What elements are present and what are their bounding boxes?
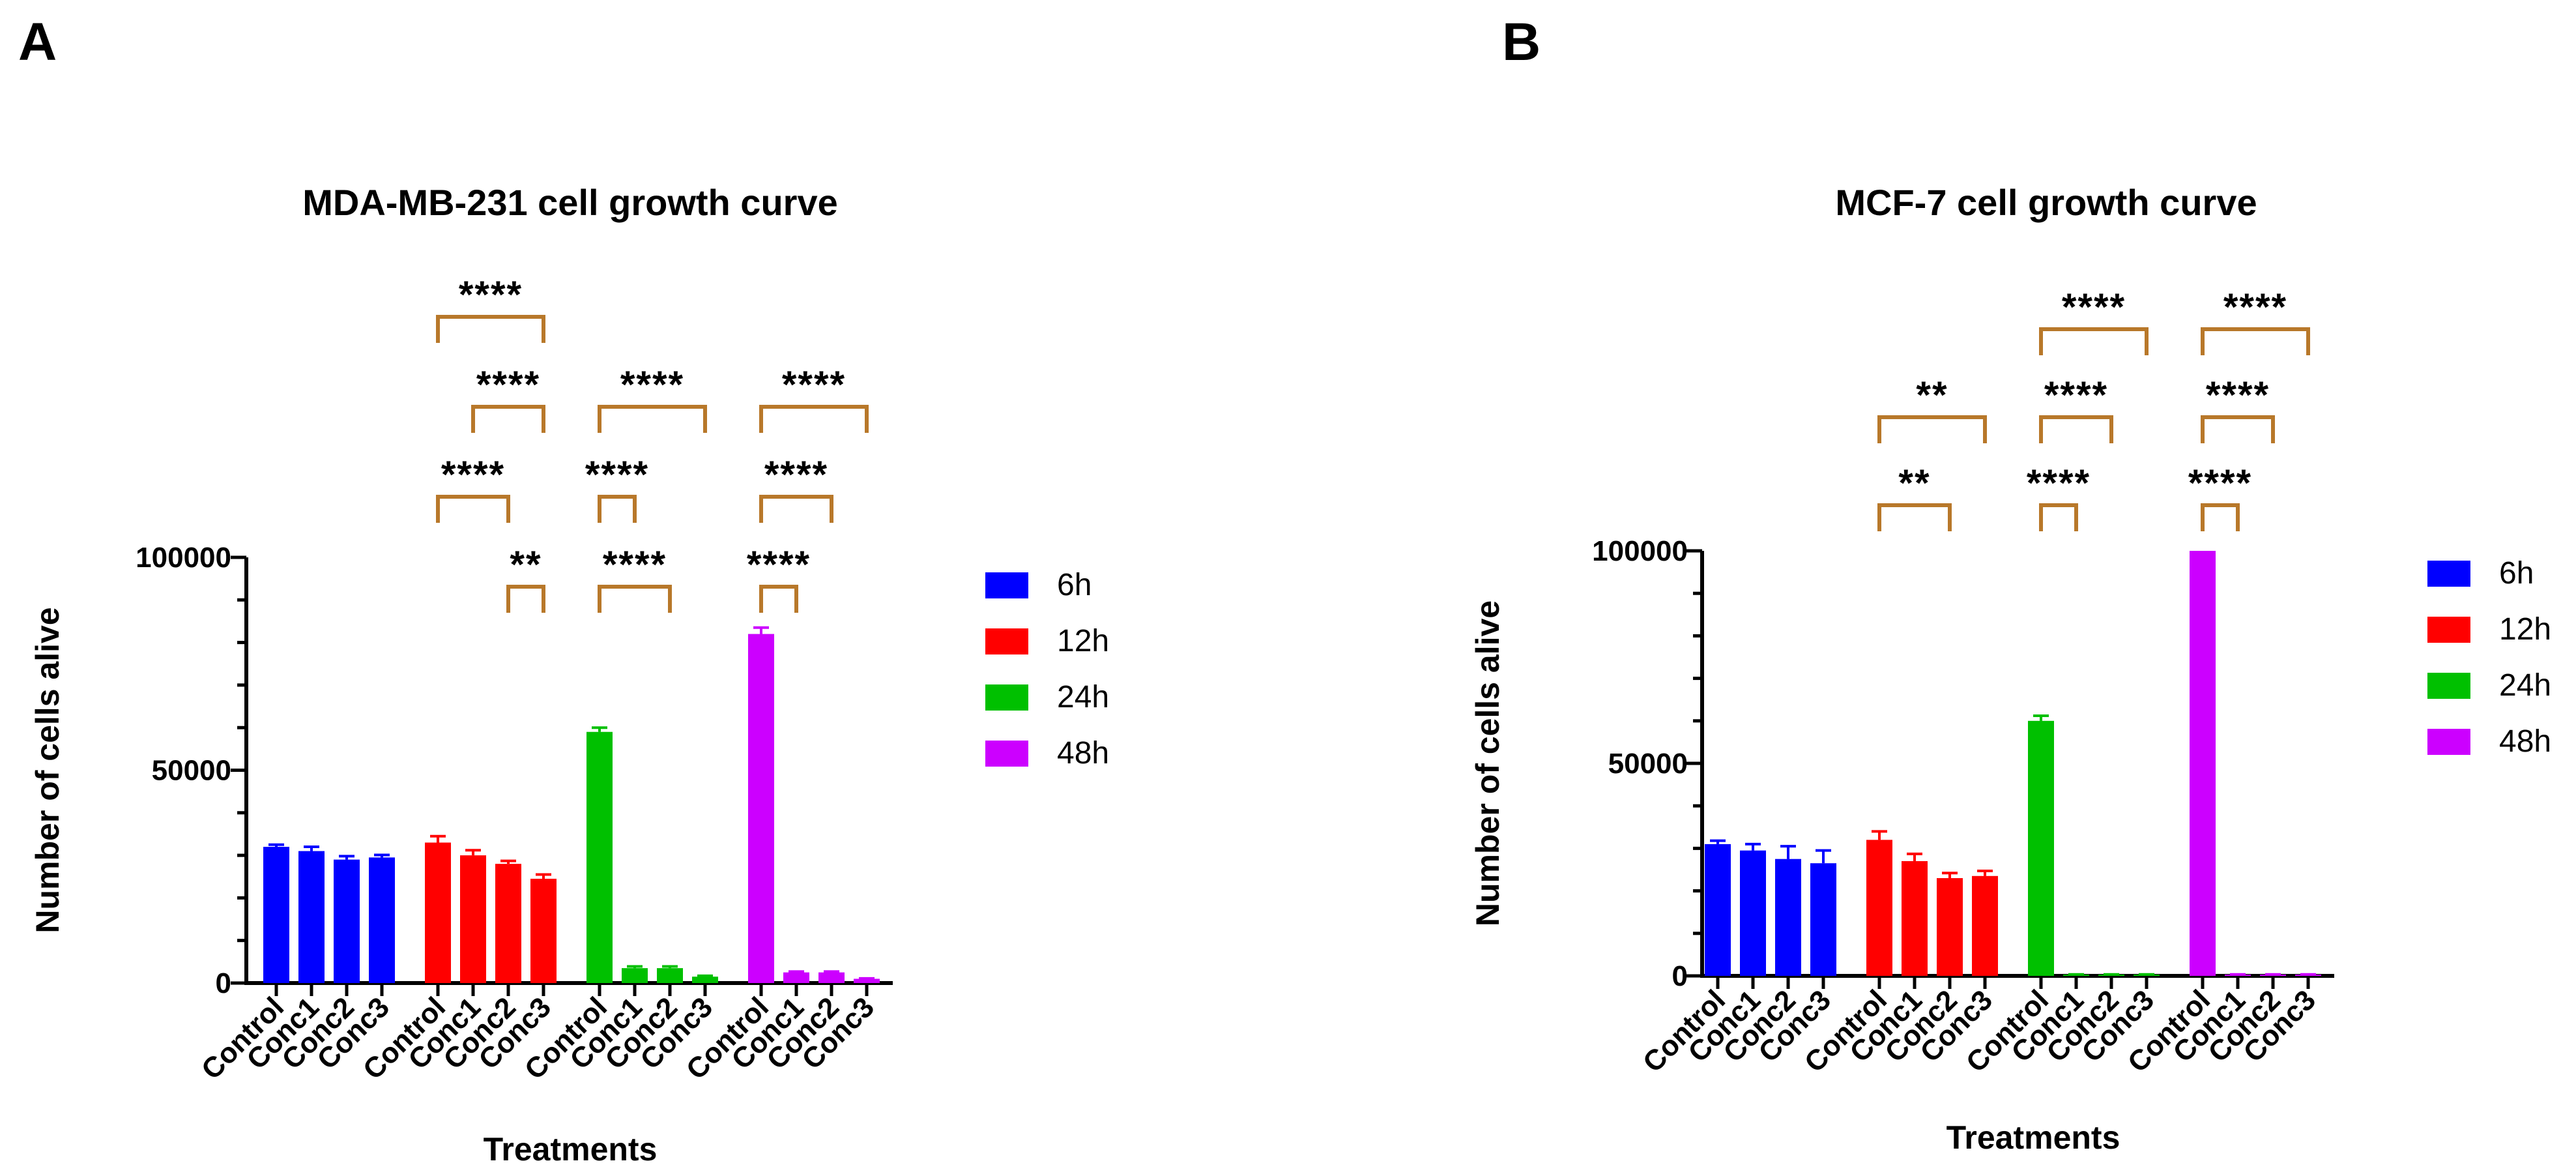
legend-swatch-48h [985, 741, 1028, 767]
significance-label: **** [2223, 286, 2287, 329]
y-tick-label: 0 [216, 967, 231, 999]
significance-label: **** [2044, 374, 2108, 417]
legend-label-12h: 12h [1057, 624, 1109, 658]
significance-bracket [436, 315, 545, 343]
significance-bracket [759, 495, 833, 523]
y-tick-label: 50000 [1608, 748, 1688, 780]
bar-24h-control [586, 731, 613, 983]
y-axis-title: Number of cells alive [29, 607, 66, 933]
bar-48h-control [748, 634, 774, 983]
panel-label-b: B [1502, 12, 1541, 72]
bar-12h-conc1 [1902, 860, 1928, 976]
x-axis-title: Treatments [1946, 1119, 2120, 1156]
significance-bracket [2201, 415, 2275, 443]
significance-bracket [506, 585, 545, 613]
bar-6h-conc2 [334, 859, 360, 983]
significance-label: **** [441, 454, 505, 496]
y-tick-label: 100000 [136, 542, 231, 574]
bar-24h-conc1 [622, 968, 648, 983]
chart-panel-a: MDA-MB-231 cell growth curve 0 50000 100000… [29, 182, 1109, 1168]
legend-label-24h: 24h [1057, 680, 1109, 714]
bar-24h-conc2 [657, 968, 683, 983]
bar-6h-control [1705, 844, 1731, 976]
significance-bracket [598, 405, 707, 433]
x-axis-title: Treatments [484, 1131, 658, 1168]
significance-label: **** [764, 454, 828, 496]
significance-label: ** [510, 544, 542, 586]
significance-bracket [436, 495, 510, 523]
significance-label: **** [782, 364, 846, 406]
y-tick-label: 100000 [1592, 535, 1688, 567]
significance-bracket [598, 495, 637, 523]
legend-swatch-6h [985, 572, 1028, 598]
legend-label-48h: 48h [1057, 736, 1109, 771]
y-axis-title: Number of cells alive [1469, 600, 1506, 926]
significance-label: **** [603, 544, 667, 586]
legend-swatch-24h [985, 684, 1028, 711]
legend-label-24h: 24h [2499, 668, 2551, 703]
bar-12h-conc2 [495, 864, 521, 983]
bar-6h-conc1 [298, 851, 325, 983]
significance-bracket [1877, 415, 1987, 443]
bar-48h-conc2 [818, 972, 845, 983]
significance-bracket [759, 405, 869, 433]
significance-bracket [471, 405, 545, 433]
bar-12h-conc1 [460, 855, 486, 983]
legend-swatch-6h [2427, 561, 2470, 587]
legend-swatch-12h [2427, 617, 2470, 643]
significance-label: ** [1898, 462, 1930, 505]
legend-label-6h: 6h [2499, 556, 2534, 591]
bar-12h-control [1866, 840, 1892, 976]
bar-12h-control [425, 842, 451, 983]
significance-bracket [598, 585, 672, 613]
bar-6h-conc1 [1740, 850, 1766, 976]
significance-label: **** [2027, 462, 2091, 505]
bar-6h-control [263, 847, 289, 983]
bar-6h-conc3 [369, 857, 395, 983]
chart-panel-b: MCF-7 cell growth curve050000100000Contr… [1469, 182, 2551, 1156]
significance-label: **** [2188, 462, 2252, 505]
significance-bracket [1877, 503, 1952, 531]
bar-48h-conc3 [854, 978, 880, 983]
legend-label-6h: 6h [1057, 568, 1092, 602]
chart-title: MCF-7 cell growth curve [1835, 182, 2257, 223]
panel-label-a: A [18, 12, 57, 72]
bar-24h-control [2028, 720, 2054, 976]
legend-label-48h: 48h [2499, 724, 2551, 759]
legend-label-12h: 12h [2499, 612, 2551, 647]
significance-bracket [2201, 327, 2310, 355]
legend-swatch-24h [2427, 673, 2470, 699]
significance-bracket [2039, 503, 2078, 531]
bar-6h-conc3 [1810, 863, 1836, 976]
significance-label: **** [747, 544, 811, 586]
significance-bracket [2039, 415, 2113, 443]
bar-12h-conc2 [1937, 878, 1963, 976]
bar-48h-control [2190, 551, 2216, 976]
legend-swatch-12h [985, 628, 1028, 654]
significance-bracket [759, 585, 798, 613]
significance-label: **** [2062, 286, 2126, 329]
bar-48h-conc1 [783, 972, 809, 983]
significance-label: **** [620, 364, 684, 406]
bar-12h-conc3 [1972, 875, 1998, 976]
significance-bracket [2039, 327, 2149, 355]
bar-6h-conc2 [1775, 859, 1801, 976]
legend-swatch-48h [2427, 729, 2470, 755]
significance-label: **** [476, 364, 540, 406]
bar-24h-conc3 [692, 977, 718, 983]
significance-label: **** [459, 274, 523, 316]
bar-12h-conc3 [530, 879, 557, 983]
significance-bracket [2201, 503, 2240, 531]
y-tick-label: 0 [1672, 960, 1688, 992]
chart-title: MDA-MB-231 cell growth curve [302, 182, 838, 223]
significance-label: **** [585, 454, 649, 496]
significance-label: ** [1916, 374, 1948, 417]
significance-label: **** [2206, 374, 2270, 417]
y-tick-label: 50000 [152, 755, 231, 787]
